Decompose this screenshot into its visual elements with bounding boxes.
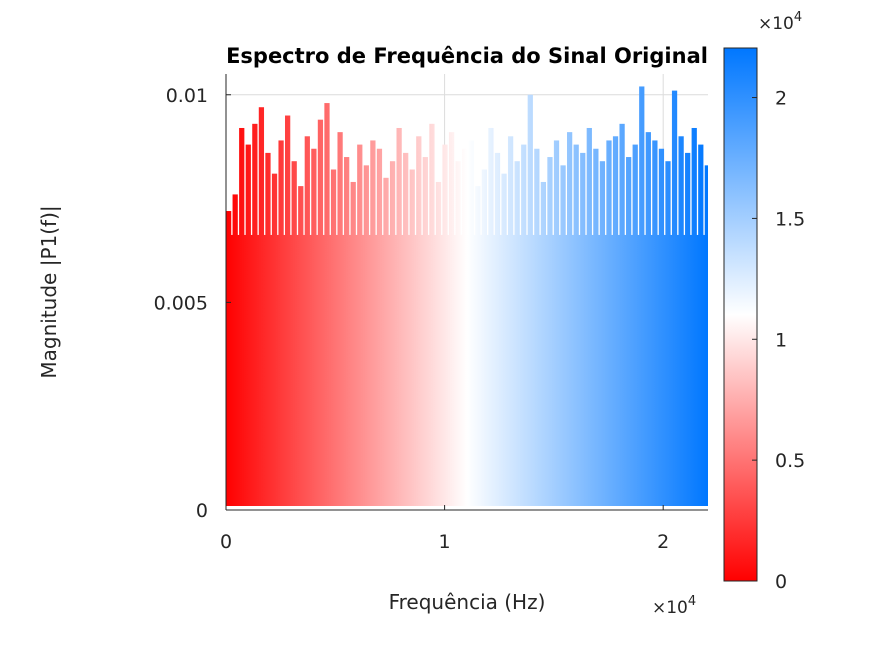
spectrum-bar (606, 140, 612, 506)
spectrum-bar (403, 152, 409, 506)
spectrum-bar (534, 148, 540, 506)
spectrum-bar (357, 144, 363, 507)
spectrum-bar (521, 144, 527, 507)
spectrum-bar (658, 148, 665, 506)
spectrum-bar (344, 157, 350, 507)
spectrum-bar (370, 140, 376, 506)
spectrum-bar (330, 169, 337, 506)
spectrum-bar (311, 148, 317, 506)
spectrum-bar (448, 132, 455, 506)
spectrum-bar (567, 132, 573, 506)
colorbar-tick-label: 0 (775, 571, 787, 593)
y-ticks: 0 0.005 0.01 (154, 85, 231, 522)
spectrum-bar (573, 144, 579, 507)
chart-title: Espectro de Frequência do Sinal Original (226, 44, 708, 68)
colorbar-tick-label: 1 (775, 329, 787, 351)
spectrum-bar (252, 123, 258, 506)
spectrum-bar (540, 181, 547, 506)
spectrum-bar (547, 157, 553, 507)
axes (225, 74, 708, 511)
spectrum-bar (586, 127, 592, 506)
spectrum-bar (239, 127, 245, 506)
x-ticks: 0 1 2 (220, 505, 669, 553)
colorbar-exponent: ×104 (758, 10, 802, 34)
spectrum-bar (324, 103, 330, 507)
spectrum-bar (304, 136, 310, 507)
spectrum-bar (626, 157, 632, 507)
spectrum-bar (632, 144, 638, 507)
spectrum-bar (704, 165, 708, 506)
spectrum-bar (462, 148, 468, 506)
spectrum-bar (468, 140, 474, 506)
spectrum-bar (337, 132, 343, 506)
spectrum-bar (645, 132, 651, 506)
spectrum-bar (475, 186, 481, 506)
colorbar-tick-label: 1.5 (775, 208, 805, 230)
y-axis-label: Magnitude |P1(f)| (37, 205, 61, 378)
spectrum-bar (652, 140, 658, 506)
spectrum-bar (298, 186, 304, 506)
spectrum-bar (317, 119, 324, 506)
colorbar: 0 0.5 1 1.5 2 ×104 (723, 10, 805, 593)
spectrum-bar (258, 107, 265, 506)
spectrum-bar (488, 127, 494, 506)
spectrum-bar (619, 123, 625, 506)
spectrum-bar (481, 169, 488, 506)
y-tick-label: 0 (196, 500, 208, 522)
spectrum-bar (514, 161, 520, 506)
y-tick-label: 0.005 (154, 292, 208, 314)
colorbar-ticks: 0 0.5 1 1.5 2 (752, 88, 805, 593)
spectrum-bar (271, 173, 278, 506)
spectrum-bar (678, 136, 684, 507)
spectrum-bar (612, 136, 619, 507)
spectrum-bar (429, 123, 435, 506)
spectrum-bar (350, 181, 356, 506)
spectrum-bar (691, 127, 697, 506)
spectrum-bar (226, 211, 232, 506)
spectrum-bar (599, 161, 606, 506)
colorbar-tick-label: 2 (775, 88, 787, 110)
spectrum-bar (265, 152, 271, 506)
spectrum-bar (416, 136, 422, 507)
spectrum-bar (507, 136, 514, 507)
colorbar-gradient (723, 47, 758, 582)
spectrum-bar (665, 161, 671, 506)
spectrum-bar (494, 152, 501, 506)
spectrum-bar (685, 152, 691, 506)
spectrum-bar (553, 140, 560, 506)
spectrum-bar (278, 140, 284, 506)
spectrum-bar (232, 194, 238, 506)
spectrum-bar (580, 152, 586, 506)
spectrum-bar (698, 144, 704, 507)
x-axis-label: Frequência (Hz) (389, 590, 546, 614)
spectrum-bar (363, 165, 369, 506)
x-tick-label: 0 (220, 531, 232, 553)
x-axis-exponent: ×104 (652, 594, 696, 618)
y-tick-label: 0.01 (166, 85, 208, 107)
spectrum-bar (285, 115, 291, 507)
x-tick-label: 2 (657, 531, 669, 553)
spectrum-bar (501, 173, 507, 506)
spectrum-bar (376, 148, 383, 506)
spectrum-bar (527, 94, 533, 506)
spectrum-bar (396, 127, 402, 506)
spectrum-bar (671, 90, 678, 506)
spectrum-bar (245, 144, 251, 507)
spectrum-bar (639, 86, 645, 506)
x-tick-label: 1 (439, 531, 451, 553)
spectrum-bar (435, 181, 442, 506)
spectrum-bar (389, 161, 396, 506)
spectrum-bar (383, 177, 389, 507)
spectrum-bar (291, 161, 297, 506)
spectrum-bar (442, 144, 448, 507)
spectrum-bar (455, 161, 461, 506)
spectrum-bar (593, 148, 599, 506)
spectrum-bar (560, 165, 566, 506)
spectrum-bar (409, 169, 415, 506)
colorbar-tick-label: 0.5 (775, 450, 805, 472)
spectrum-bars (226, 86, 708, 507)
spectrum-bar (422, 157, 428, 507)
